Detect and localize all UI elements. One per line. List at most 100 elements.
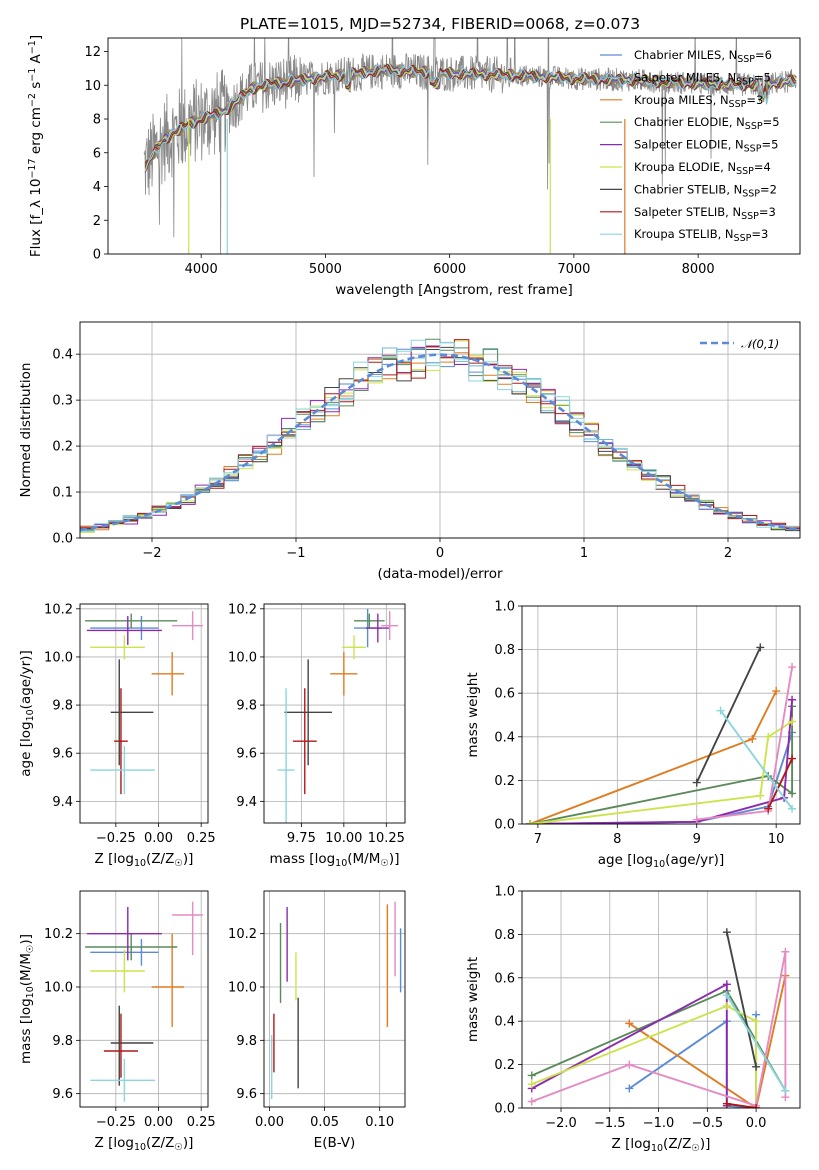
label-part: mass [ [270,851,315,867]
label-part: log [18,721,34,742]
errorbar-point [85,933,178,961]
label-part: Z [165,851,174,867]
ticks-residual-histogram: −2 −1 0 1 2 0.0 0.1 0.2 0.3 0.4 [52,348,732,561]
legend-label: Kroupa MILES, NSSP=3 [634,93,763,110]
model-spectrum-line [144,65,797,172]
y-axis-label: mass weight [465,957,481,1042]
label-part: Salpeter ELODIE, N [634,138,744,152]
errorbar-point [381,611,399,641]
errorbar-point [86,616,162,645]
errorbar-point [151,933,185,1027]
legend-label: Kroupa STELIB, NSSP=3 [634,227,768,244]
x-tick-label: 2 [724,546,732,561]
observed-spectrum-line [143,38,797,254]
plot-area-weight-vs-age [525,643,797,824]
label-part: log [18,998,34,1019]
label-part: =3 [751,227,768,241]
weight-series [525,717,797,824]
x-tick-label: 1 [580,546,588,561]
label-part: Z [ [612,1136,631,1152]
y-axis-label: Flux [f_λ 10−17 erg cm−2 s−1 A−1] [27,35,44,257]
y-tick-label: 0.6 [494,971,515,986]
x-tick-label: 4000 [185,262,218,277]
panel-residual-histogram: −2 −1 0 1 2 0.0 0.1 0.2 0.3 0.4 (data-model)/error… [18,321,801,582]
y-axis-label: age [log10(age/yr)] [18,650,36,776]
weight-series [722,991,790,1095]
weight-marker [772,687,781,696]
normal-reference-curve [80,353,800,532]
axes-frame [521,605,801,825]
ticks-weight-vs-age: 7 8 9 10 0.0 0.2 0.4 0.6 0.8 1.0 [494,600,784,848]
weight-marker [788,695,797,704]
errorbar-point [90,1059,156,1102]
label-part: Kroupa ELODIE, N [634,160,736,174]
label-part: 10 [653,859,665,870]
label-part: (age/yr)] [18,650,34,709]
weight-series [722,1099,761,1108]
axes-frame [263,890,406,1108]
label-part: wavelength [Angstrom, rest frame] [335,282,573,298]
legend-label: Salpeter STELIB, NSSP=3 [634,205,776,222]
errorbar-point [151,652,185,696]
weight-marker [527,1080,536,1089]
weight-line [719,710,793,810]
x-axis-label: (data-model)/error [377,566,503,582]
x-axis-label: age [log10(age/yr)] [598,852,724,870]
weight-marker [781,947,790,956]
axes-frame [79,321,801,539]
panel-age-vs-mass: 9.75 10.00 10.25 9.4 9.6 9.8 10.0 10.2 mass [log… [228,602,406,869]
weight-marker [692,815,701,824]
y-tick-label: 9.8 [52,699,73,714]
weight-marker [764,804,773,813]
label-part: M [369,851,381,867]
label-part: SSP [741,211,759,222]
label-part: 10 [28,179,44,196]
errorbar-point [292,688,317,795]
x-tick-label: 0.05 [310,1115,339,1130]
x-axis-label: Z [log10(Z/Z☉)] [95,1135,194,1153]
x-tick-label: 0.00 [144,1115,173,1130]
label-part: Z [ [95,1135,114,1151]
grid-age-vs-mass [264,604,405,823]
label-part: Z [682,1136,691,1152]
y-tick-label: 1.0 [494,600,515,615]
label-part: )] [389,851,400,867]
label-part: (M/ [347,851,369,867]
x-tick-label: 0.25 [187,831,216,846]
weight-series [716,706,797,813]
label-part: =2 [760,182,777,196]
weight-marker [756,791,765,800]
label-part: ☉ [25,945,36,954]
label-part: M [18,953,34,965]
y-tick-label: 10 [84,79,101,94]
grid-mass-vs-Z [80,891,208,1107]
model-spectrum-line [144,64,797,161]
weight-series [722,928,761,1071]
x-axis-label: Z [log10(Z/Z☉)] [612,1136,711,1154]
label-part: (Z/ [146,1135,166,1151]
ticks-weight-vs-Z: −2.0 −1.5 −1.0 −0.5 0.0 0.0 0.2 0.4 0.6 0.8 1.0 [494,885,766,1132]
label-part: (Z/ [663,1136,683,1152]
errorbar-point [330,652,358,696]
x-tick-label: −0.25 [96,831,136,846]
errorbar-point [103,1013,139,1078]
errorbar-point [172,611,203,641]
label-part: s [28,82,44,89]
label-part: SSP [742,188,760,199]
weight-marker [716,706,725,715]
y-tick-label: 9.6 [236,1087,257,1102]
weight-marker [692,778,701,787]
plot-area-age-vs-mass [277,608,399,823]
label-part: ☉ [691,1143,700,1154]
weight-marker [527,1097,536,1106]
x-tick-label: 9.75 [287,831,316,846]
x-tick-label: 8 [613,832,621,847]
label-part: 10 [134,858,146,869]
ticks-age-vs-Z: −0.25 0.00 0.25 9.4 9.6 9.8 10.0 10.2 [44,602,216,846]
y-tick-label: 4 [93,180,101,195]
x-tick-label: 10.00 [325,831,362,846]
label-part: cm [28,107,44,128]
label-part: 10 [651,1143,663,1154]
label-part: =3 [746,93,763,107]
